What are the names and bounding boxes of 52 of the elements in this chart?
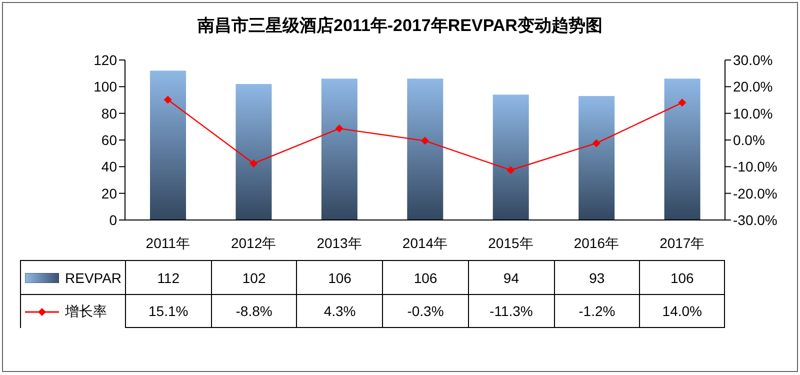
y-tick-label: 120 bbox=[94, 52, 118, 68]
data-label: 112 bbox=[125, 260, 211, 294]
bar bbox=[407, 78, 444, 220]
y2-tick-label: 30.0% bbox=[733, 52, 773, 68]
y2-tick-label: 10.0% bbox=[733, 105, 773, 122]
data-label: -11.3% bbox=[468, 294, 554, 328]
data-label: 94 bbox=[468, 260, 554, 294]
bar bbox=[150, 70, 186, 220]
point bbox=[250, 159, 258, 168]
y-tick-label: 60 bbox=[101, 132, 118, 148]
data-label: 14.0% bbox=[639, 294, 725, 328]
point bbox=[506, 166, 515, 174]
data-label: 106 bbox=[382, 260, 468, 294]
legend-label: REVPAR bbox=[65, 270, 122, 286]
data-label: 93 bbox=[554, 260, 640, 294]
data-label: -1.2% bbox=[554, 294, 640, 328]
x-tick-label: 2015年 bbox=[488, 234, 534, 251]
x-tick-label: 2012年 bbox=[230, 234, 276, 251]
x-tick-label: 2013年 bbox=[316, 234, 362, 251]
x-tick-label: 2014年 bbox=[402, 234, 448, 251]
bar bbox=[578, 96, 615, 220]
point bbox=[592, 139, 600, 148]
bar bbox=[664, 78, 700, 220]
data-label: 4.3% bbox=[296, 294, 382, 328]
y2-tick-label: -30.0% bbox=[733, 212, 778, 228]
x-tick-label: 2016年 bbox=[574, 234, 620, 251]
x-tick-label: 2017年 bbox=[660, 234, 705, 251]
chart-title: 南昌市三星级酒店2011年-2017年REVPAR变动趋势图 bbox=[196, 15, 604, 37]
y2-tick-label: 0.0% bbox=[733, 132, 765, 148]
y-tick-label: 40 bbox=[101, 158, 118, 175]
y-tick-label: 80 bbox=[101, 105, 118, 122]
point bbox=[164, 96, 172, 104]
point bbox=[421, 136, 429, 145]
point bbox=[335, 124, 344, 133]
data-label: -8.8% bbox=[210, 294, 296, 328]
x-tick-label: 2011年 bbox=[146, 234, 190, 251]
bar bbox=[321, 78, 358, 220]
data-label: 102 bbox=[210, 260, 296, 294]
data-label: 106 bbox=[296, 260, 382, 294]
y2-tick-label: -20.0% bbox=[733, 185, 778, 202]
y2-tick-label: -10.0% bbox=[733, 158, 778, 175]
data-label: -0.3% bbox=[382, 294, 468, 328]
point bbox=[678, 98, 686, 107]
data-label: 106 bbox=[639, 260, 725, 294]
y2-tick-label: 20.0% bbox=[733, 78, 773, 95]
data-label: 15.1% bbox=[125, 294, 211, 328]
legend-label: 增长率 bbox=[65, 302, 107, 320]
bar bbox=[492, 94, 529, 220]
y-tick-label: 20 bbox=[101, 185, 118, 202]
bar bbox=[236, 84, 272, 220]
y-tick-label: 0 bbox=[109, 212, 118, 228]
y-tick-label: 100 bbox=[94, 78, 118, 95]
